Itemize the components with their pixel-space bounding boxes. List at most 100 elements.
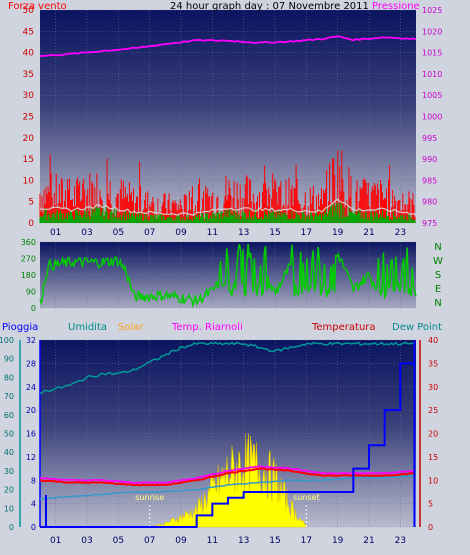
- rain-tick-label: 24: [26, 383, 36, 392]
- x-tick-label: 19: [332, 228, 344, 238]
- temperature-tick-label: 30: [428, 383, 438, 392]
- dew-point-line: [39, 474, 415, 501]
- right-tick-label: 985: [422, 176, 437, 185]
- humidity-tick-label: 90: [4, 355, 14, 364]
- wind-average-line: [39, 198, 417, 216]
- left-tick-label: 20: [23, 134, 35, 144]
- humidity-tick-label: 0: [9, 523, 14, 532]
- x-tick-label: 01: [50, 536, 61, 546]
- x-tick-label: 09: [175, 536, 187, 546]
- rain-tick-label: 16: [26, 430, 36, 439]
- left-tick-label: 35: [23, 70, 34, 80]
- x-tick-label: 23: [395, 536, 406, 546]
- temperature-tick-label: 25: [428, 406, 438, 415]
- x-tick-label: 17: [301, 228, 312, 238]
- x-tick-label: 05: [113, 536, 124, 546]
- legend-solar: Solar: [118, 322, 144, 333]
- rain-tick-label: 28: [26, 359, 36, 368]
- left-tick-label: 50: [23, 6, 35, 16]
- direction-tick-label: 90: [26, 288, 36, 297]
- humidity-tick-label: 60: [4, 411, 14, 420]
- x-tick-label: 07: [144, 228, 155, 238]
- rain-tick-label: 20: [26, 406, 36, 415]
- temperature-tick-label: 0: [428, 523, 433, 532]
- x-tick-label: 21: [363, 228, 374, 238]
- left-tick-label: 0: [28, 219, 34, 229]
- left-tick-label: 45: [23, 27, 34, 37]
- temperature-tick-label: 20: [428, 430, 438, 439]
- rain-tick-label: 32: [26, 336, 36, 345]
- wind-panel-bg: [40, 10, 416, 223]
- umidita-line: [39, 341, 415, 395]
- left-tick-label: 10: [23, 176, 35, 186]
- x-tick-label: 13: [238, 228, 249, 238]
- rain-tick-label: 12: [26, 453, 36, 462]
- humidity-tick-label: 80: [4, 373, 14, 382]
- sunrise-label: sunrise: [135, 493, 164, 502]
- rain-tick-label: 4: [31, 500, 36, 509]
- temperature-tick-label: 15: [428, 453, 438, 462]
- sunset-label: sunset: [293, 493, 320, 502]
- humidity-tick-label: 30: [4, 467, 14, 476]
- wind-direction-line: [39, 243, 417, 309]
- left-tick-label: 25: [23, 113, 34, 123]
- direction-tick-label: 360: [21, 238, 36, 247]
- x-tick-label: 05: [113, 228, 124, 238]
- x-tick-label: 11: [207, 536, 218, 546]
- x-tick-label: 09: [175, 228, 187, 238]
- right-tick-label: 1010: [422, 70, 442, 79]
- humidity-tick-label: 70: [4, 392, 14, 401]
- direction-compass-label: W: [433, 256, 443, 267]
- temperature-tick-label: 10: [428, 476, 438, 485]
- chart-title: 24 hour graph day : 07 Novembre 2011: [170, 1, 369, 12]
- temperature-tick-label: 40: [428, 336, 438, 345]
- right-tick-label: 980: [422, 198, 437, 207]
- rain-tick-label: 8: [31, 476, 36, 485]
- legend-dew-point: Dew Point: [392, 322, 442, 333]
- humidity-tick-label: 50: [4, 430, 14, 439]
- x-tick-label: 03: [81, 228, 92, 238]
- x-tick-label: 07: [144, 536, 155, 546]
- direction-compass-label: S: [435, 270, 441, 281]
- temperatura-line: [39, 467, 415, 487]
- right-tick-label: 1025: [422, 6, 442, 15]
- left-tick-label: 30: [23, 91, 35, 101]
- x-tick-label: 21: [363, 536, 374, 546]
- x-tick-label: 23: [395, 228, 406, 238]
- legend-humidity: Umidita: [68, 322, 107, 333]
- x-tick-label: 15: [269, 228, 280, 238]
- x-tick-label: 11: [207, 228, 218, 238]
- temperature-tick-label: 35: [428, 359, 438, 368]
- right-tick-label: 995: [422, 134, 437, 143]
- solar-area: [149, 433, 307, 528]
- rain-line: [40, 340, 416, 528]
- right-tick-label: 990: [422, 155, 437, 164]
- right-tick-label: 1000: [422, 113, 442, 122]
- right-tick-label: 975: [422, 219, 437, 228]
- legend-temperature: Temperatura: [311, 322, 376, 333]
- x-tick-label: 13: [238, 536, 249, 546]
- legend-apparent-temp: Temp. Riarnoli: [171, 322, 243, 333]
- pressure-legend-label: Pressione: [372, 1, 420, 12]
- direction-tick-label: 0: [31, 304, 36, 313]
- x-tick-label: 01: [50, 228, 61, 238]
- right-tick-label: 1005: [422, 91, 442, 100]
- temp-riarnoli-line: [39, 465, 415, 484]
- legend-rain: Pioggia: [2, 322, 38, 333]
- direction-compass-label: N: [434, 298, 441, 309]
- humidity-tick-label: 100: [0, 336, 14, 345]
- x-tick-label: 17: [301, 536, 312, 546]
- humidity-tick-label: 10: [4, 504, 14, 513]
- x-tick-label: 19: [332, 536, 344, 546]
- right-tick-label: 1020: [422, 27, 442, 36]
- humidity-tick-label: 40: [4, 448, 14, 457]
- left-tick-label: 15: [23, 155, 34, 165]
- left-tick-label: 5: [28, 198, 34, 208]
- wind-legend-label: Forza vento: [8, 1, 67, 12]
- humidity-tick-label: 20: [4, 486, 14, 495]
- right-tick-label: 1015: [422, 49, 442, 58]
- direction-tick-label: 270: [21, 255, 36, 264]
- x-tick-label: 03: [81, 536, 92, 546]
